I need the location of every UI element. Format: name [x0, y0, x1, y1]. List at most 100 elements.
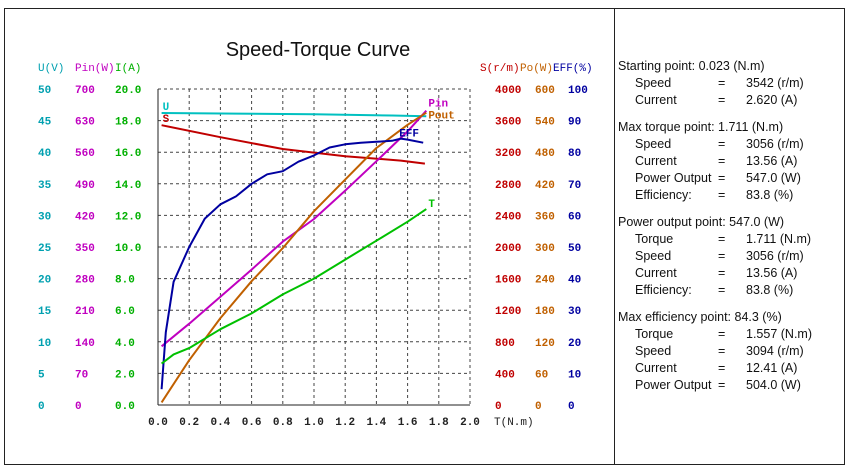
chart-grid	[157, 88, 471, 406]
left-axis-tick-label: 280	[75, 275, 95, 287]
right-axis-tick-label: 50	[568, 243, 581, 255]
info-row: Speed = 3542 (r/m)	[618, 75, 846, 92]
info-row-equals: =	[718, 137, 726, 151]
left-axis-tick-label: 560	[75, 148, 95, 160]
left-axis-tick-label: 25	[38, 243, 52, 255]
info-row: Speed = 3056 (r/m)	[618, 136, 846, 153]
right-axis-header: Po(W)	[520, 63, 553, 75]
right-axis-tick-label: 60	[535, 369, 548, 381]
series-label-s: S	[163, 114, 170, 126]
right-axis-tick-label: 2400	[495, 211, 521, 223]
left-axis-tick-label: 12.0	[115, 211, 141, 223]
x-tick-label: 0.8	[273, 417, 293, 429]
info-row-equals: =	[718, 249, 726, 263]
left-axis-tick-label: 140	[75, 338, 95, 350]
series-label-u: U	[163, 102, 170, 114]
speed-torque-chart: Speed-Torque Curve 0.0 0.2 0.4 0.6 0.8 1.0 1.2…	[38, 39, 593, 429]
left-axis-tick-label: 4.0	[115, 338, 135, 350]
x-tick-label: 1.6	[398, 417, 418, 429]
info-row-equals: =	[718, 188, 726, 202]
info-row-label: Efficiency:	[635, 188, 692, 202]
info-row-equals: =	[718, 344, 726, 358]
right-axis-tick-label: 400	[495, 369, 515, 381]
info-row-label: Current	[635, 93, 677, 107]
x-tick-label: 1.0	[304, 417, 324, 429]
right-axis-tick-label: 240	[535, 275, 555, 287]
info-row-value: 3542 (r/m)	[746, 76, 804, 90]
left-axis-tick-label: 0	[75, 401, 82, 413]
right-axis-tick-label: 420	[535, 180, 555, 192]
operating-points-panel: Starting point: 0.023 (N.m) Speed = 3542 (r…	[618, 58, 846, 404]
panel-divider	[614, 8, 615, 465]
right-axis-tick-label: 600	[535, 85, 555, 97]
info-row: Efficiency: = 83.8 (%)	[618, 282, 846, 299]
right-axis-tick-label: 70	[568, 180, 581, 192]
right-axis-tick-label: 30	[568, 306, 581, 318]
chart-axes: 0.0 0.2 0.4 0.6 0.8 1.0 1.2 1.4 1.6 1.8 2.0 T(N.m) U…	[38, 63, 593, 429]
right-axis-tick-label: 90	[568, 117, 581, 129]
series-line-eff	[160, 137, 424, 390]
info-row-equals: =	[718, 154, 726, 168]
right-axis-tick-label: 540	[535, 117, 555, 129]
info-row: Current = 13.56 (A)	[618, 153, 846, 170]
left-axis-header: I(A)	[115, 63, 141, 75]
right-axis-tick-label: 480	[535, 148, 555, 160]
right-axis-tick-label: 100	[568, 85, 588, 97]
left-axis-tick-label: 14.0	[115, 180, 141, 192]
left-axis-header: Pin(W)	[75, 63, 115, 75]
left-axis-tick-label: 20	[38, 275, 51, 287]
right-axis-tick-label: 40	[568, 275, 581, 287]
right-axis-header: S(r/m)	[480, 63, 520, 75]
info-row-label: Torque	[635, 232, 674, 246]
info-row-equals: =	[718, 76, 726, 90]
series-label-pout: Pout	[428, 111, 454, 123]
info-row: Current = 13.56 (A)	[618, 265, 846, 282]
left-axis-tick-label: 20.0	[115, 85, 141, 97]
info-row-value: 1.711 (N.m)	[746, 232, 812, 246]
right-axis-tick-label: 120	[535, 338, 555, 350]
info-row-label: Current	[635, 361, 677, 375]
series-line-t	[160, 208, 427, 365]
x-tick-label: 1.8	[429, 417, 449, 429]
left-axis-tick-label: 40	[38, 148, 51, 160]
info-row-value: 12.41 (A)	[746, 361, 798, 375]
left-axis-tick-label: 700	[75, 85, 95, 97]
info-row-label: Power Output	[635, 378, 712, 392]
info-row-label: Speed	[635, 249, 672, 263]
left-axis-tick-label: 6.0	[115, 306, 135, 318]
left-axis-tick-label: 420	[75, 211, 95, 223]
left-axis-tick-label: 5	[38, 369, 45, 381]
info-row: Speed = 3094 (r/m)	[618, 343, 846, 360]
left-axis-tick-label: 8.0	[115, 275, 135, 287]
series-line-u	[161, 112, 427, 118]
info-row-label: Current	[635, 266, 677, 280]
info-row-value: 547.0 (W)	[746, 171, 801, 185]
info-row-equals: =	[718, 266, 726, 280]
info-section: Max efficiency point: 84.3 (%) Torque = 1.5…	[618, 309, 846, 394]
info-row-value: 13.56 (A)	[746, 266, 798, 280]
series-line-s	[161, 124, 426, 165]
left-axis-tick-label: 630	[75, 117, 95, 129]
right-axis-tick-label: 800	[495, 338, 515, 350]
series-label-pin: Pin	[428, 99, 448, 111]
info-row-equals: =	[718, 361, 726, 375]
info-row-value: 83.8 (%)	[746, 283, 794, 297]
info-row-label: Speed	[635, 344, 672, 358]
right-axis-tick-label: 300	[535, 243, 555, 255]
series-label-t: T	[428, 199, 435, 211]
right-axis-tick-label: 60	[568, 211, 581, 223]
x-axis-label: T(N.m)	[494, 417, 534, 429]
left-axis-tick-label: 15	[38, 306, 52, 318]
info-row-equals: =	[718, 327, 726, 341]
info-row: Speed = 3056 (r/m)	[618, 248, 846, 265]
info-row-equals: =	[718, 171, 726, 185]
right-axis-tick-label: 1600	[495, 275, 521, 287]
info-row-value: 2.620 (A)	[746, 93, 798, 107]
left-axis-tick-label: 2.0	[115, 369, 135, 381]
info-row-label: Torque	[635, 327, 674, 341]
info-row-value: 1.557 (N.m)	[746, 327, 812, 341]
right-axis-tick-label: 3200	[495, 148, 521, 160]
right-axis-header: EFF(%)	[553, 63, 593, 75]
x-tick-label: 0.4	[210, 417, 230, 429]
right-axis-tick-label: 3600	[495, 117, 521, 129]
